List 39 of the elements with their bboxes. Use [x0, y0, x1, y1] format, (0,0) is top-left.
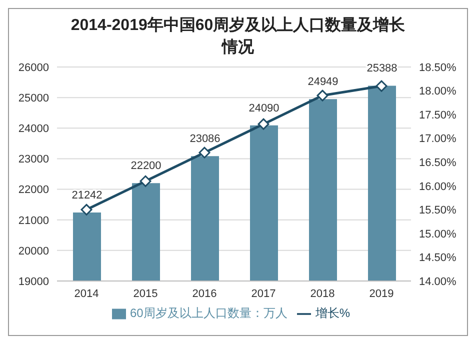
y2-tick-label: 16.00% — [419, 180, 457, 193]
y2-tick-label: 15.00% — [419, 228, 457, 240]
data-label: 23086 — [190, 133, 220, 146]
point — [80, 204, 92, 216]
x-tick-label: 2017 — [251, 288, 276, 300]
y2-tick-label: 18.00% — [419, 86, 457, 98]
x-tick-label: 2015 — [133, 288, 158, 300]
point — [258, 118, 270, 130]
x-tick-label: 2016 — [192, 288, 217, 300]
y-tick-label: 22000 — [18, 184, 49, 196]
data-label: 24090 — [248, 102, 280, 114]
y2-tick-label: 14.50% — [419, 252, 457, 264]
point — [376, 80, 388, 92]
y-tick-label: 25000 — [18, 92, 49, 104]
y-tick-label: 24000 — [18, 123, 49, 136]
data-label: 24949 — [308, 76, 338, 88]
y2-tick-label: 15.50% — [419, 204, 457, 217]
x-tick-label: 2014 — [74, 288, 99, 300]
y-tick-label: 20000 — [18, 245, 49, 258]
y-tick-label: 26000 — [18, 62, 49, 74]
legend-label: 增长% — [315, 306, 350, 320]
data-label: 25388 — [366, 62, 398, 75]
y2-tick-label: 17.00% — [419, 133, 457, 146]
y-tick-label: 21000 — [18, 214, 49, 227]
point — [198, 146, 210, 158]
x-tick-label: 2019 — [369, 288, 394, 300]
y-tick-label: 19000 — [18, 276, 49, 288]
y2-tick-label: 14.00% — [419, 276, 457, 288]
y2-tick-label: 17.50% — [419, 109, 457, 122]
x-tick-label: 2018 — [310, 288, 335, 300]
y2-tick-label: 18.50% — [419, 62, 457, 74]
chart-title: 2014-2019年中国60周岁及以上人口数量及增长情况 — [70, 16, 406, 58]
data-label: 21242 — [72, 189, 102, 202]
y2-tick-label: 16.50% — [419, 157, 457, 170]
data-label: 22200 — [130, 160, 162, 172]
legend-label: 60周岁及以上人口数量：万人 — [130, 306, 288, 320]
point — [316, 90, 328, 102]
y-tick-label: 23000 — [18, 154, 49, 166]
point — [140, 175, 152, 187]
